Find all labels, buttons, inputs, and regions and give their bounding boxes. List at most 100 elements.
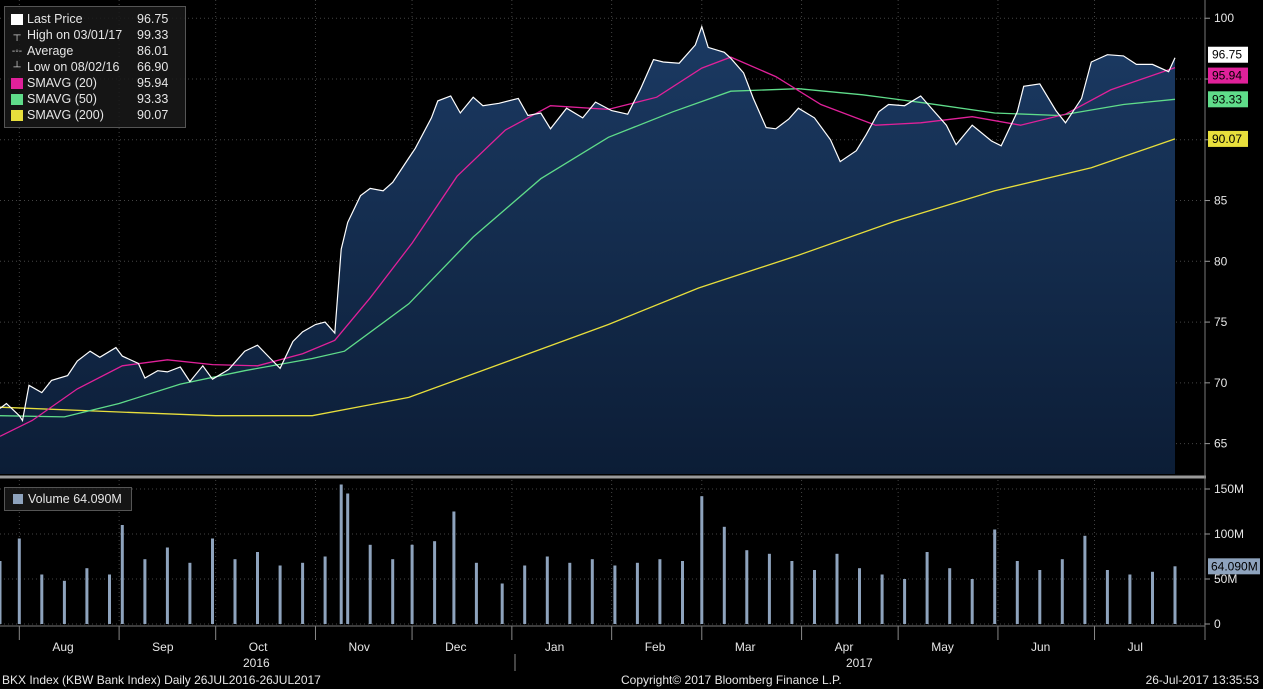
volume-bar xyxy=(1128,574,1132,624)
last-price-tag-box xyxy=(1208,46,1248,63)
axis-value-tags: 96.75 95.94 93.33 90.07 64.090M xyxy=(1208,46,1260,575)
month-label: Jan xyxy=(545,640,564,654)
sma200-tag-label: 90.07 xyxy=(1212,132,1242,146)
price-tick-label: 75 xyxy=(1214,315,1228,329)
sma20-tag: 95.94 xyxy=(1208,67,1248,84)
square-icon xyxy=(11,13,23,25)
month-label: Apr xyxy=(835,640,854,654)
volume-bar xyxy=(452,511,456,624)
sma50-tag: 93.33 xyxy=(1208,91,1248,108)
volume-bar xyxy=(568,562,572,624)
volume-bar xyxy=(545,556,549,624)
volume-bar xyxy=(339,484,343,624)
sma200-tag-box xyxy=(1208,130,1248,147)
square-icon xyxy=(13,494,23,504)
volume-bar xyxy=(62,580,66,624)
volume-bar xyxy=(903,579,907,624)
volume-bar xyxy=(301,562,305,624)
average-marker-icon: -◦- xyxy=(11,45,23,57)
year-label: 2016 xyxy=(243,656,270,670)
legend-low: ┴ Low on 08/02/16 66.90 xyxy=(11,59,185,75)
last-price-tag: 96.75 xyxy=(1208,46,1248,63)
volume-tag-label: 64.090M xyxy=(1211,559,1258,573)
price-tick-label: 100 xyxy=(1214,11,1234,25)
volume-bar xyxy=(1060,559,1064,624)
volume-bar xyxy=(948,568,952,624)
month-label: Mar xyxy=(735,640,756,654)
volume-bar xyxy=(835,553,839,624)
volume-bar xyxy=(368,544,372,624)
volume-bar xyxy=(681,561,684,624)
sma50-tag-label: 93.33 xyxy=(1212,92,1242,106)
high-marker-icon: ┬ xyxy=(13,29,21,41)
volume-bar xyxy=(278,565,282,624)
footer-security: BKX Index (KBW Bank Index) Daily 26JUL20… xyxy=(2,673,321,687)
legend-sma50: SMAVG (50) 93.33 xyxy=(11,91,185,107)
volume-tick-label: 100M xyxy=(1214,527,1244,541)
volume-bar xyxy=(1038,570,1042,624)
volume-bar xyxy=(1015,561,1019,624)
volume-bar xyxy=(433,541,437,624)
volume-tick-label: 0 xyxy=(1214,617,1221,631)
volume-tag-box xyxy=(1208,558,1260,575)
volume-bar xyxy=(745,550,749,624)
volume-bar xyxy=(1105,570,1109,624)
volume-bar xyxy=(1173,566,1177,624)
volume-tick-label: 150M xyxy=(1214,482,1244,496)
price-tick-label: 80 xyxy=(1214,254,1228,268)
volume-bar xyxy=(500,583,504,624)
volume-bar xyxy=(700,496,704,624)
square-icon xyxy=(11,93,23,105)
legend-sma20: SMAVG (20) 95.94 xyxy=(11,75,185,91)
volume-bar xyxy=(635,562,639,624)
volume-bar xyxy=(970,579,974,624)
volume-bar xyxy=(165,547,169,624)
price-line xyxy=(0,24,1176,423)
month-label: Feb xyxy=(645,640,666,654)
footer-timestamp: 26-Jul-2017 13:35:53 xyxy=(1145,673,1259,687)
month-label: Sep xyxy=(152,640,174,654)
volume-bar xyxy=(17,538,21,624)
volume-bar xyxy=(85,568,89,624)
last-price-tag-label: 96.75 xyxy=(1212,48,1242,62)
volume-bar xyxy=(880,574,884,624)
volume-bar xyxy=(211,538,214,624)
month-label: Aug xyxy=(52,640,73,654)
legend-average: -◦- Average 86.01 xyxy=(11,44,169,58)
low-marker-icon: ┴ xyxy=(13,61,21,73)
sma20-tag-label: 95.94 xyxy=(1212,69,1242,83)
volume-bar xyxy=(256,552,259,624)
price-legend: Last Price 96.75 ┬ High on 03/01/17 99.3… xyxy=(4,6,186,128)
sma50-tag-box xyxy=(1208,91,1248,108)
month-label: Oct xyxy=(249,640,268,654)
volume-bar xyxy=(590,559,594,624)
volume-bar xyxy=(323,556,327,624)
volume-value: 64.090M xyxy=(73,492,122,506)
month-label: Dec xyxy=(445,640,466,654)
month-label: Jun xyxy=(1031,640,1050,654)
price-tick-label: 85 xyxy=(1214,194,1228,208)
volume-bar xyxy=(767,553,771,624)
volume-bars xyxy=(0,484,1177,624)
volume-tag: 64.090M xyxy=(1208,558,1260,575)
month-label: May xyxy=(931,640,954,654)
footer-copyright: Copyright© 2017 Bloomberg Finance L.P. xyxy=(621,673,842,687)
volume-label: Volume xyxy=(28,492,70,506)
volume-bar xyxy=(1151,571,1154,624)
volume-bar xyxy=(120,525,124,624)
volume-axis-ticks: 0 50M 100M 150M xyxy=(1205,482,1244,631)
volume-bar xyxy=(658,559,662,624)
legend-last-price: Last Price 96.75 xyxy=(11,11,185,27)
volume-bar xyxy=(993,529,997,624)
volume-bar xyxy=(40,574,44,624)
volume-bar xyxy=(346,493,350,624)
sma200-line xyxy=(0,138,1176,417)
volume-bar xyxy=(233,559,237,624)
volume-bar xyxy=(143,559,147,624)
volume-bar xyxy=(391,559,395,624)
volume-legend: Volume 64.090M xyxy=(4,487,132,511)
square-icon xyxy=(11,77,23,89)
legend-high: ┬ High on 03/01/17 99.33 xyxy=(11,27,185,43)
sma20-tag-box xyxy=(1208,67,1248,84)
